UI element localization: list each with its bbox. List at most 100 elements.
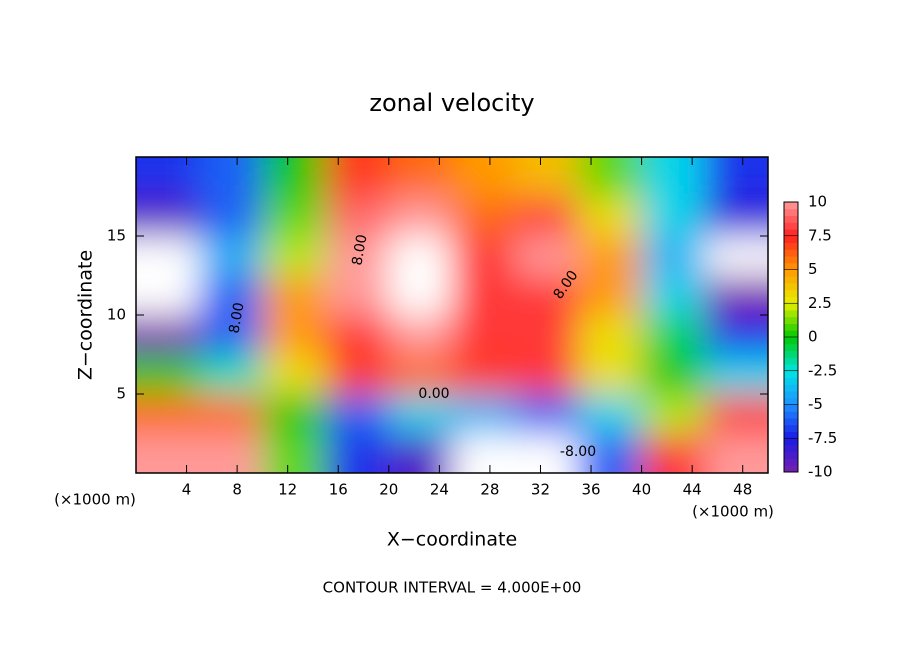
field-cell <box>704 394 768 434</box>
colorbar-step <box>784 438 798 446</box>
y-tick-label: 5 <box>116 385 126 403</box>
colorbar-tick-label: -5 <box>808 395 823 413</box>
field-cell <box>325 236 390 276</box>
field-cell <box>641 157 706 197</box>
field-cell <box>578 236 643 276</box>
x-tick-label: 24 <box>430 481 449 499</box>
colorbar-step <box>784 289 798 297</box>
x-tick-label: 4 <box>182 481 192 499</box>
field-cell <box>199 315 263 355</box>
field-cell <box>262 315 327 355</box>
colorbar-step <box>784 276 798 284</box>
x-tick-label: 40 <box>632 481 651 499</box>
field-cell <box>578 157 643 197</box>
x-tick-label: 20 <box>379 481 398 499</box>
field-cell <box>388 196 453 237</box>
field-cell <box>452 315 516 355</box>
colorbar-step <box>784 364 798 372</box>
field-cell <box>641 354 706 395</box>
colorbar-tick-label: -10 <box>808 463 833 481</box>
x-tick-label: 12 <box>278 481 297 499</box>
colorbar-step <box>784 316 798 324</box>
field-cell <box>136 394 200 434</box>
field-cell <box>325 275 390 316</box>
field-cell <box>578 196 643 237</box>
contour-label: 8.00 <box>349 233 370 266</box>
field-cell <box>578 275 643 316</box>
field-cell <box>136 315 200 355</box>
field-cell <box>704 433 768 473</box>
contour-label: 0.00 <box>418 386 449 402</box>
field-cell <box>515 433 579 473</box>
colorbar-step <box>784 343 798 351</box>
colorbar-step <box>784 296 798 304</box>
field-cell <box>641 196 706 237</box>
field-cell <box>578 315 643 355</box>
field-cell <box>199 236 263 276</box>
field-cell <box>515 394 579 434</box>
x-tick-label: 48 <box>733 481 752 499</box>
field-cell <box>704 315 768 355</box>
field-cell <box>388 236 453 276</box>
colorbar-tick-label: 5 <box>808 260 818 278</box>
field-cell <box>578 354 643 395</box>
field-cell <box>325 315 390 355</box>
field-cell <box>199 394 263 434</box>
colorbar-step <box>784 384 798 392</box>
colorbar-step <box>784 397 798 405</box>
field-cell <box>452 236 516 276</box>
field-cell <box>262 196 327 237</box>
field-cell <box>199 354 263 395</box>
colorbar-tick-label: -2.5 <box>808 361 837 379</box>
field-cells <box>136 157 768 473</box>
x-axis-label: X−coordinate <box>387 529 517 551</box>
field-cell <box>388 315 453 355</box>
colorbar-step <box>784 330 798 338</box>
field-cell <box>641 433 706 473</box>
field-cell <box>136 196 200 237</box>
field-cell <box>515 157 579 197</box>
colorbar-step <box>784 451 798 459</box>
field-cell <box>262 354 327 395</box>
colorbar-step <box>784 215 798 223</box>
field-cell <box>452 196 516 237</box>
colorbar-step <box>784 418 798 426</box>
x-tick-label: 28 <box>480 481 499 499</box>
field-cell <box>136 433 200 473</box>
colorbar-step <box>784 235 798 243</box>
field-cell <box>262 157 327 197</box>
colorbar-step <box>784 357 798 365</box>
colorbar-step <box>784 445 798 453</box>
field-cell <box>136 157 200 197</box>
colorbar-tick-label: 0 <box>808 328 818 346</box>
x-tick-label: 36 <box>581 481 600 499</box>
y-axis-label: Z−coordinate <box>75 250 97 380</box>
contour-label: -8.00 <box>560 444 596 460</box>
x-tick-label: 44 <box>683 481 702 499</box>
field-cell <box>136 354 200 395</box>
field-cell <box>199 433 263 473</box>
field-cell <box>641 315 706 355</box>
field-cell <box>641 236 706 276</box>
field-cell <box>325 157 390 197</box>
field-cell <box>515 236 579 276</box>
colorbar-step <box>784 377 798 385</box>
field-cell <box>578 433 643 473</box>
field-cell <box>262 236 327 276</box>
colorbar-step <box>784 431 798 439</box>
colorbar-step <box>784 411 798 419</box>
colorbar-step <box>784 391 798 399</box>
field-cell <box>325 394 390 434</box>
colorbar-tick-label: 2.5 <box>808 294 832 312</box>
colorbar-step <box>784 269 798 277</box>
x-unit-label: (×1000 m) <box>692 503 774 521</box>
colorbar-step <box>784 208 798 216</box>
field-cell <box>388 354 453 395</box>
colorbar-step <box>784 458 798 466</box>
colorbar-step <box>784 465 798 473</box>
field-cell <box>325 433 390 473</box>
colorbar-tick-label: 10 <box>808 193 827 211</box>
field-cell <box>515 275 579 316</box>
contour-label: 8.00 <box>226 301 247 334</box>
